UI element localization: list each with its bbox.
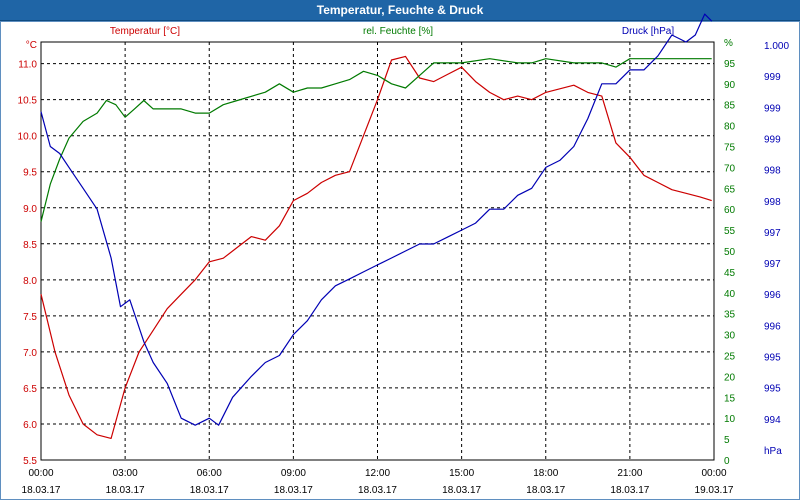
humidity-tick-label: 15	[724, 393, 736, 404]
temperature-tick-label: 8.0	[23, 276, 37, 287]
temperature-tick-label: 6.0	[23, 420, 37, 431]
temperature-tick-label: 5.5	[23, 456, 37, 467]
humidity-tick-label: 80	[724, 122, 736, 133]
x-tick-label-date: 18.03.17	[358, 485, 397, 496]
grid	[40, 41, 715, 461]
pressure-tick-label: 998	[764, 197, 781, 208]
pressure-series-line	[40, 13, 713, 426]
x-tick-label-time: 09:00	[281, 468, 306, 479]
humidity-tick-label: 20	[724, 372, 736, 383]
x-tick-label-time: 06:00	[197, 468, 222, 479]
pressure-tick-label: 1.000	[764, 41, 789, 52]
humidity-tick-label: 75	[724, 143, 736, 154]
x-tick-label-time: 00:00	[28, 468, 53, 479]
humidity-tick-label: 65	[724, 184, 736, 195]
humidity-tick-label: 60	[724, 205, 736, 216]
temperature-tick-label: 8.5	[23, 240, 37, 251]
humidity-tick-label: 5	[724, 435, 730, 446]
pressure-axis-title: Druck [hPa]	[622, 26, 674, 37]
x-tick-label-date: 18.03.17	[442, 485, 481, 496]
x-tick-label-date: 18.03.17	[274, 485, 313, 496]
humidity-tick-label: 55	[724, 226, 736, 237]
humidity-tick-label: 0	[724, 456, 730, 467]
humidity-tick-label: 10	[724, 414, 736, 425]
temperature-tick-label: 11.0	[18, 60, 37, 71]
humidity-axis-title: rel. Feuchte [%]	[363, 26, 433, 37]
humidity-tick-label: 85	[724, 101, 736, 112]
x-tick-label-date: 18.03.17	[190, 485, 229, 496]
x-tick-label-time: 00:00	[701, 468, 726, 479]
x-tick-label-date: 18.03.17	[526, 485, 565, 496]
pressure-tick-label: 998	[764, 166, 781, 177]
x-tick-label-time: 21:00	[617, 468, 642, 479]
pressure-tick-label: 996	[764, 321, 781, 332]
temperature-tick-label: 10.5	[18, 96, 38, 107]
pressure-tick-label: 999	[764, 72, 781, 83]
x-tick-label-time: 15:00	[449, 468, 474, 479]
temperature-series-line	[40, 55, 712, 439]
x-tick-label-time: 18:00	[533, 468, 558, 479]
humidity-tick-label: 30	[724, 331, 736, 342]
pressure-tick-label: 997	[764, 259, 781, 270]
chart-frame	[0, 21, 800, 500]
pressure-tick-label: 995	[764, 384, 781, 395]
temperature-axis-title: Temperatur [°C]	[110, 26, 180, 37]
x-tick-label-time: 03:00	[113, 468, 138, 479]
x-tick-label-time: 12:00	[365, 468, 390, 479]
pressure-tick-label: 996	[764, 290, 781, 301]
pressure-tick-label: 995	[764, 353, 781, 364]
x-tick-label-date: 18.03.17	[610, 485, 649, 496]
x-tick-label-date: 18.03.17	[22, 485, 61, 496]
humidity-series-line	[40, 58, 712, 222]
pressure-tick-label: 994	[764, 415, 781, 426]
temperature-tick-label: 10.0	[18, 132, 38, 143]
pressure-tick-label: 999	[764, 103, 781, 114]
series-group	[40, 13, 713, 439]
humidity-tick-label: 25	[724, 352, 736, 363]
pressure-tick-label: 997	[764, 228, 781, 239]
humidity-tick-label: 50	[724, 247, 736, 258]
humidity-tick-label: 95	[724, 59, 736, 70]
humidity-tick-label: 70	[724, 163, 736, 174]
humidity-tick-label: 45	[724, 268, 736, 279]
x-tick-label-date: 18.03.17	[106, 485, 145, 496]
x-tick-label-date: 19.03.17	[695, 485, 734, 496]
pressure-tick-label: 999	[764, 134, 781, 145]
temperature-tick-label: 6.5	[23, 384, 37, 395]
pressure-tick-label: hPa	[764, 446, 782, 457]
temperature-tick-label: 7.5	[23, 312, 37, 323]
window-title: Temperatur, Feuchte & Druck	[0, 0, 800, 21]
humidity-tick-label: 90	[724, 80, 736, 91]
axes-group: 00:00 18.03.17 03:00 18.03.17 06:00 18.03.17 0…	[18, 26, 790, 496]
humidity-tick-label: 40	[724, 289, 736, 300]
temperature-tick-label: 9.0	[23, 204, 37, 215]
temperature-tick-label: 9.5	[23, 168, 37, 179]
humidity-tick-label: 35	[724, 310, 736, 321]
temperature-tick-label: 7.0	[23, 348, 37, 359]
temperature-unit-label: °C	[26, 40, 37, 51]
humidity-tick-label: %	[724, 38, 733, 49]
